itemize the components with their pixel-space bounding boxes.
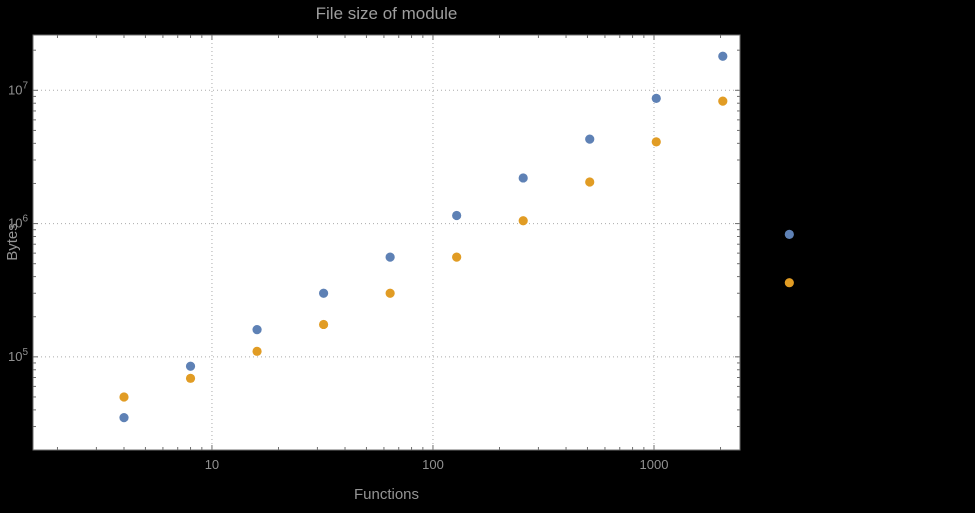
y-axis-label: Bytes [4,223,21,261]
data-point-series-2-orange [452,252,462,262]
y-tick-label: 107 [8,80,28,97]
data-point-series-2-orange [119,392,129,402]
data-point-series-2-orange [784,278,794,288]
x-tick-label: 100 [422,457,444,472]
x-axis-label: Functions [353,486,420,503]
data-point-series-2-orange [718,96,728,106]
data-point-series-1-blue [185,361,196,371]
data-point-series-2-orange [318,319,329,330]
data-point-series-2-orange [185,373,196,383]
chart-title: File size of module [315,4,458,23]
data-point-series-1-blue [784,229,794,239]
x-tick-label: 10 [205,457,219,472]
plot-background [33,35,740,450]
data-point-series-1-blue [651,93,661,103]
x-tick-label: 1000 [640,457,669,472]
data-point-series-2-orange [385,288,395,298]
data-point-series-2-orange [518,216,528,226]
data-point-series-2-orange [252,346,262,356]
data-point-series-1-blue [585,134,595,144]
y-tick-label: 105 [8,347,28,364]
data-point-series-2-orange [651,137,661,147]
data-point-series-1-blue [252,325,262,335]
plot-frame [32,34,741,451]
data-point-series-1-blue [119,413,129,423]
data-point-series-2-orange [585,177,595,187]
data-point-series-1-blue [518,173,528,183]
data-point-series-1-blue [318,288,329,298]
data-point-series-1-blue [385,252,395,262]
data-point-series-1-blue [452,210,462,221]
data-point-series-1-blue [718,51,728,61]
y-tick-label: 106 [8,214,28,231]
